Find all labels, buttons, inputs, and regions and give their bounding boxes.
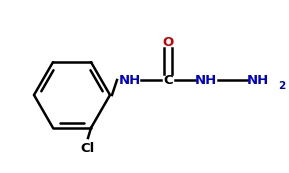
Text: NH: NH	[119, 74, 141, 86]
Text: NH: NH	[195, 74, 217, 86]
Text: 2: 2	[278, 81, 285, 91]
Text: C: C	[163, 74, 173, 86]
Text: NH: NH	[247, 74, 269, 86]
Text: Cl: Cl	[81, 142, 95, 154]
Text: O: O	[162, 35, 174, 48]
